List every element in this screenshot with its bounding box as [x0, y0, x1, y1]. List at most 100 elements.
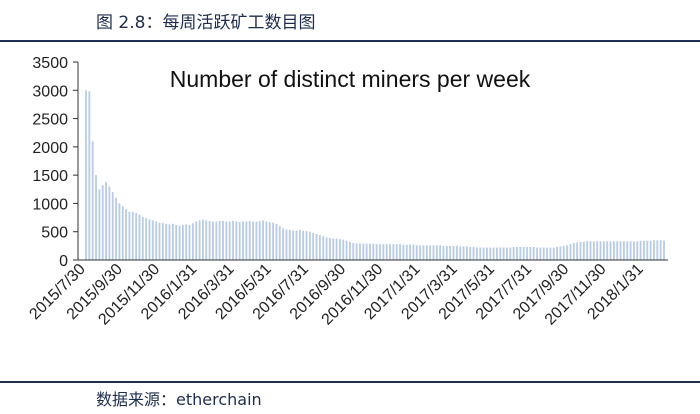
- bar: [98, 189, 101, 260]
- bar: [496, 247, 498, 260]
- bar: [161, 223, 164, 260]
- y-tick-label: 3500: [32, 55, 68, 72]
- bar: [335, 238, 338, 260]
- bar: [181, 224, 184, 260]
- bar: [318, 235, 321, 260]
- bar: [359, 243, 361, 260]
- bar: [208, 220, 211, 260]
- bar: [643, 240, 645, 260]
- bar: [452, 245, 455, 260]
- bar: [589, 241, 592, 260]
- bar: [128, 211, 131, 260]
- bar: [362, 243, 365, 260]
- bar: [522, 246, 525, 260]
- bar: [629, 241, 632, 260]
- bar: [131, 211, 134, 260]
- bar: [659, 240, 662, 260]
- bar: [649, 240, 652, 260]
- bar: [115, 197, 117, 260]
- bar: [486, 247, 488, 260]
- bar: [549, 247, 552, 260]
- bar: [422, 245, 425, 260]
- bar: [222, 220, 224, 260]
- bar: [298, 230, 301, 260]
- bar: [85, 90, 87, 260]
- bar: [492, 247, 495, 260]
- bar: [445, 245, 448, 260]
- bar: [516, 246, 518, 260]
- bar: [212, 221, 214, 260]
- y-tick-label: 500: [41, 225, 68, 242]
- top-rule: [0, 40, 700, 42]
- bar: [479, 247, 482, 260]
- bar: [622, 241, 625, 260]
- y-tick-label: 2500: [32, 112, 68, 129]
- bar: [546, 247, 548, 260]
- bar: [278, 226, 281, 260]
- bar: [369, 243, 371, 260]
- bar: [255, 221, 258, 260]
- bar: [285, 229, 288, 260]
- bar: [566, 245, 569, 260]
- miners-bar-chart: 0 500 1000 1500 2000 2500 3000 3500 2015/7/3020…: [26, 55, 668, 329]
- bar: [332, 238, 335, 260]
- bar: [308, 231, 311, 260]
- bar: [532, 246, 535, 260]
- bar: [365, 243, 368, 260]
- bar: [639, 240, 642, 260]
- bar: [385, 244, 388, 260]
- bar: [352, 243, 355, 260]
- bar: [609, 241, 612, 260]
- bar: [288, 230, 291, 260]
- bar: [245, 221, 248, 260]
- bar: [148, 219, 151, 260]
- bar: [272, 222, 275, 260]
- bar: [663, 240, 665, 260]
- bar: [252, 221, 254, 260]
- bar: [462, 246, 465, 260]
- bar: [325, 237, 328, 260]
- bar: [626, 241, 629, 260]
- bar: [559, 246, 562, 260]
- bar: [158, 222, 161, 260]
- bar: [205, 220, 208, 260]
- bar: [435, 245, 438, 260]
- bar: [138, 214, 141, 260]
- bar: [576, 242, 579, 260]
- bar: [315, 233, 318, 260]
- bar: [429, 245, 432, 260]
- bar: [606, 241, 609, 260]
- bar: [596, 241, 599, 260]
- bar: [556, 246, 559, 260]
- y-tick-label: 1000: [32, 196, 68, 213]
- bar: [646, 240, 649, 260]
- bar: [141, 217, 144, 260]
- bar: [539, 247, 542, 260]
- bar: [355, 243, 358, 260]
- bar: [349, 241, 351, 260]
- bar: [612, 241, 615, 260]
- bar: [328, 237, 331, 260]
- x-axis: 2015/7/302015/9/302015/11/302016/1/31201…: [26, 259, 668, 329]
- y-axis: 0 500 1000 1500 2000 2500 3000 3500: [32, 55, 79, 270]
- bar: [312, 232, 315, 260]
- bar: [232, 220, 234, 260]
- bar: [165, 223, 168, 260]
- bar: [399, 244, 401, 260]
- bar: [111, 192, 114, 260]
- bar: [228, 221, 231, 260]
- bar: [91, 141, 94, 260]
- bar: [198, 220, 201, 260]
- bar: [275, 223, 278, 260]
- bar: [155, 221, 158, 260]
- bar: [439, 245, 442, 260]
- bar: [121, 206, 124, 260]
- bar: [562, 245, 565, 260]
- bar: [195, 221, 198, 260]
- bar: [506, 247, 508, 260]
- bar: [459, 246, 462, 260]
- bar: [145, 218, 148, 260]
- bar: [372, 243, 375, 260]
- chart-title: Number of distinct miners per week: [170, 66, 531, 92]
- bar: [215, 221, 218, 260]
